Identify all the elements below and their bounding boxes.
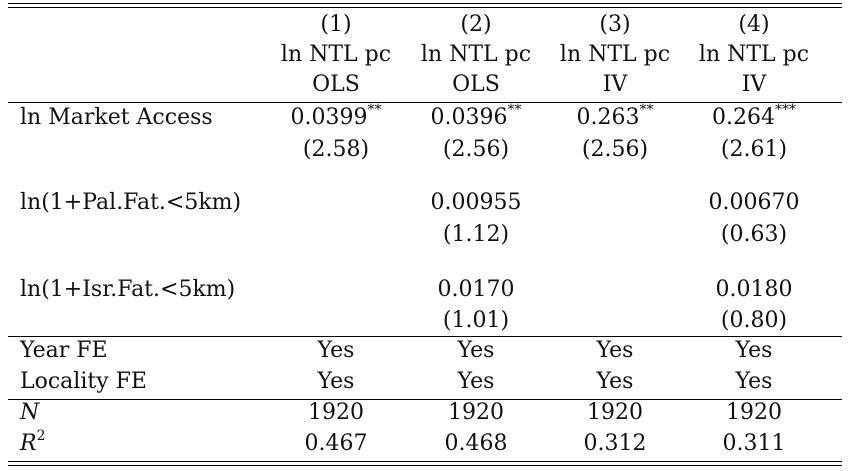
pal-fat-t-4: (0.63) [720,222,788,247]
col1-number: (1) [320,12,352,37]
n-1: 1920 [308,400,364,425]
pal-fat-label: ln(1+Pal.Fat.<5km) [20,190,242,215]
market-access-label: ln Market Access [20,105,213,130]
n-3: 1920 [587,400,643,425]
isr-fat-coef-2: 0.0170 [437,277,515,302]
header-rule [8,102,842,103]
regression-table: (1) (2) (3) (4) ln NTL pc ln NTL pc ln N… [8,0,842,471]
r2-3: 0.312 [583,431,647,456]
isr-fat-t-2: (1.01) [442,308,510,333]
market-access-coef-3: 0.263** [576,101,654,130]
r2-1: 0.467 [304,431,368,456]
year-fe-label: Year FE [20,338,108,363]
year-fe-3: Yes [596,338,634,363]
locality-fe-2: Yes [457,369,495,394]
market-access-t-4: (2.61) [720,137,788,162]
n-2: 1920 [448,400,504,425]
bottom-rule-1 [8,461,842,462]
locality-fe-3: Yes [596,369,634,394]
market-access-t-1: (2.58) [302,137,370,162]
market-access-coef-1: 0.0399** [290,101,382,130]
locality-fe-1: Yes [317,369,355,394]
col3-method: IV [602,72,628,97]
top-rule-2 [8,7,842,8]
col1-method: OLS [312,72,360,97]
bottom-rule-2 [8,465,842,466]
col2-method: OLS [452,72,500,97]
market-access-t-3: (2.56) [581,137,649,162]
pal-fat-t-2: (1.12) [442,222,510,247]
pal-fat-coef-4: 0.00670 [708,190,800,215]
fe-rule [8,399,842,400]
col4-method: IV [741,72,767,97]
year-fe-2: Yes [457,338,495,363]
market-access-t-2: (2.56) [442,137,510,162]
market-access-coef-2: 0.0396** [430,101,522,130]
pal-fat-coef-2: 0.00955 [430,190,522,215]
n-4: 1920 [726,400,782,425]
locality-fe-4: Yes [735,369,773,394]
market-access-coef-4: 0.264*** [712,101,796,130]
n-label: N [20,400,40,425]
top-rule-1 [8,3,842,4]
coef-rule [8,336,842,337]
isr-fat-label: ln(1+Isr.Fat.<5km) [20,277,236,302]
locality-fe-label: Locality FE [20,369,147,394]
isr-fat-t-4: (0.80) [720,308,788,333]
r2-4: 0.311 [722,431,786,456]
col2-number: (2) [460,12,492,37]
year-fe-4: Yes [735,338,773,363]
r2-2: 0.468 [444,431,508,456]
col2-depvar: ln NTL pc [420,42,532,67]
isr-fat-coef-4: 0.0180 [715,277,793,302]
r2-label: R2 [20,427,46,456]
col3-number: (3) [599,12,631,37]
col4-number: (4) [738,12,770,37]
col3-depvar: ln NTL pc [559,42,671,67]
col4-depvar: ln NTL pc [698,42,810,67]
year-fe-1: Yes [317,338,355,363]
col1-depvar: ln NTL pc [280,42,392,67]
